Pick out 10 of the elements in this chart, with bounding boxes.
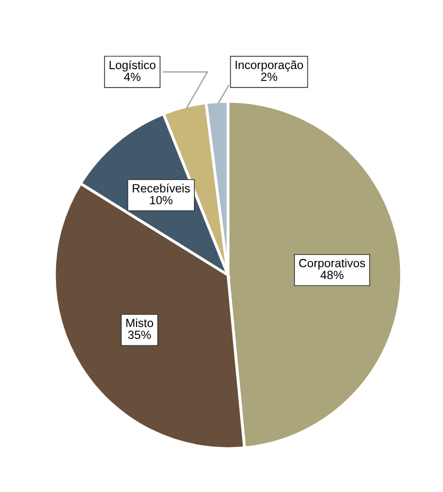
data-label: 48% [320, 270, 344, 280]
slice-label: Recebíveis [132, 184, 190, 192]
data-label: 10% [150, 196, 172, 204]
data-label: 2% [261, 72, 278, 81]
data-label: 35% [128, 330, 151, 340]
slice-label: Logístico [110, 60, 156, 72]
slice-label: Corporativos [299, 258, 366, 270]
data-label: 4% [124, 72, 140, 82]
slice-label: Misto [126, 318, 154, 328]
slice-label: Incorporação [236, 60, 304, 72]
